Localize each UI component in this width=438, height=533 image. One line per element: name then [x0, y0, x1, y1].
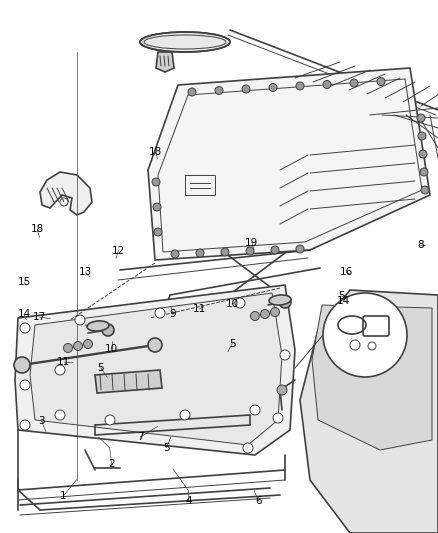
Text: 5: 5	[229, 339, 236, 349]
Circle shape	[75, 315, 85, 325]
Text: 11: 11	[57, 358, 70, 367]
Polygon shape	[30, 293, 282, 445]
Circle shape	[377, 77, 385, 85]
FancyBboxPatch shape	[151, 35, 183, 49]
Circle shape	[419, 150, 427, 158]
Circle shape	[250, 405, 260, 415]
Text: 5: 5	[163, 443, 170, 453]
Circle shape	[279, 296, 291, 308]
Polygon shape	[95, 370, 162, 393]
Text: 12: 12	[112, 246, 125, 255]
Text: 5: 5	[97, 363, 104, 373]
Polygon shape	[148, 68, 430, 260]
Text: 13: 13	[79, 267, 92, 277]
Text: 16: 16	[339, 267, 353, 277]
Circle shape	[323, 80, 331, 88]
Circle shape	[102, 324, 114, 336]
Circle shape	[74, 342, 82, 351]
Circle shape	[55, 410, 65, 420]
Circle shape	[64, 343, 73, 352]
Text: 7: 7	[137, 432, 144, 442]
Text: 9: 9	[170, 310, 177, 319]
Circle shape	[196, 249, 204, 257]
Circle shape	[421, 186, 429, 194]
Text: 10: 10	[226, 299, 239, 309]
Circle shape	[20, 380, 30, 390]
Circle shape	[20, 323, 30, 333]
Circle shape	[84, 340, 92, 349]
Circle shape	[420, 168, 428, 176]
Circle shape	[152, 178, 160, 186]
Circle shape	[418, 132, 426, 140]
Circle shape	[221, 248, 229, 256]
Circle shape	[246, 247, 254, 255]
Polygon shape	[156, 52, 174, 72]
Ellipse shape	[87, 321, 109, 331]
Circle shape	[261, 310, 269, 319]
Circle shape	[280, 350, 290, 360]
Circle shape	[271, 246, 279, 254]
Circle shape	[215, 86, 223, 94]
Circle shape	[154, 228, 162, 236]
Circle shape	[180, 410, 190, 420]
Polygon shape	[300, 290, 438, 533]
Circle shape	[277, 385, 287, 395]
Ellipse shape	[269, 295, 291, 305]
Circle shape	[273, 413, 283, 423]
Circle shape	[350, 79, 358, 87]
Text: 10: 10	[105, 344, 118, 354]
Circle shape	[243, 443, 253, 453]
Text: 19: 19	[245, 238, 258, 247]
Circle shape	[251, 311, 259, 320]
Circle shape	[242, 85, 250, 93]
Circle shape	[296, 245, 304, 253]
Polygon shape	[312, 305, 432, 450]
Circle shape	[417, 114, 425, 122]
Circle shape	[55, 365, 65, 375]
Circle shape	[269, 84, 277, 92]
Circle shape	[271, 308, 279, 317]
Circle shape	[155, 308, 165, 318]
Text: 2: 2	[108, 459, 115, 469]
Text: 17: 17	[33, 312, 46, 322]
Text: 18: 18	[31, 224, 44, 234]
Circle shape	[153, 203, 161, 211]
Text: 11: 11	[193, 304, 206, 314]
Text: 18: 18	[149, 147, 162, 157]
Circle shape	[296, 82, 304, 90]
Text: 8: 8	[417, 240, 424, 250]
Circle shape	[323, 293, 407, 377]
Text: 3: 3	[38, 416, 45, 426]
Text: 4: 4	[185, 496, 192, 506]
Text: 14: 14	[337, 296, 350, 306]
Polygon shape	[15, 285, 295, 455]
Text: 15: 15	[18, 278, 31, 287]
Circle shape	[188, 88, 196, 96]
Circle shape	[148, 338, 162, 352]
Circle shape	[235, 298, 245, 308]
Ellipse shape	[140, 32, 230, 52]
Polygon shape	[40, 172, 92, 215]
Text: 6: 6	[255, 496, 262, 506]
Text: 5: 5	[338, 291, 345, 301]
Text: 14: 14	[18, 310, 31, 319]
Circle shape	[171, 250, 179, 258]
Circle shape	[105, 415, 115, 425]
Text: 1: 1	[60, 491, 67, 500]
Circle shape	[14, 357, 30, 373]
Circle shape	[20, 420, 30, 430]
